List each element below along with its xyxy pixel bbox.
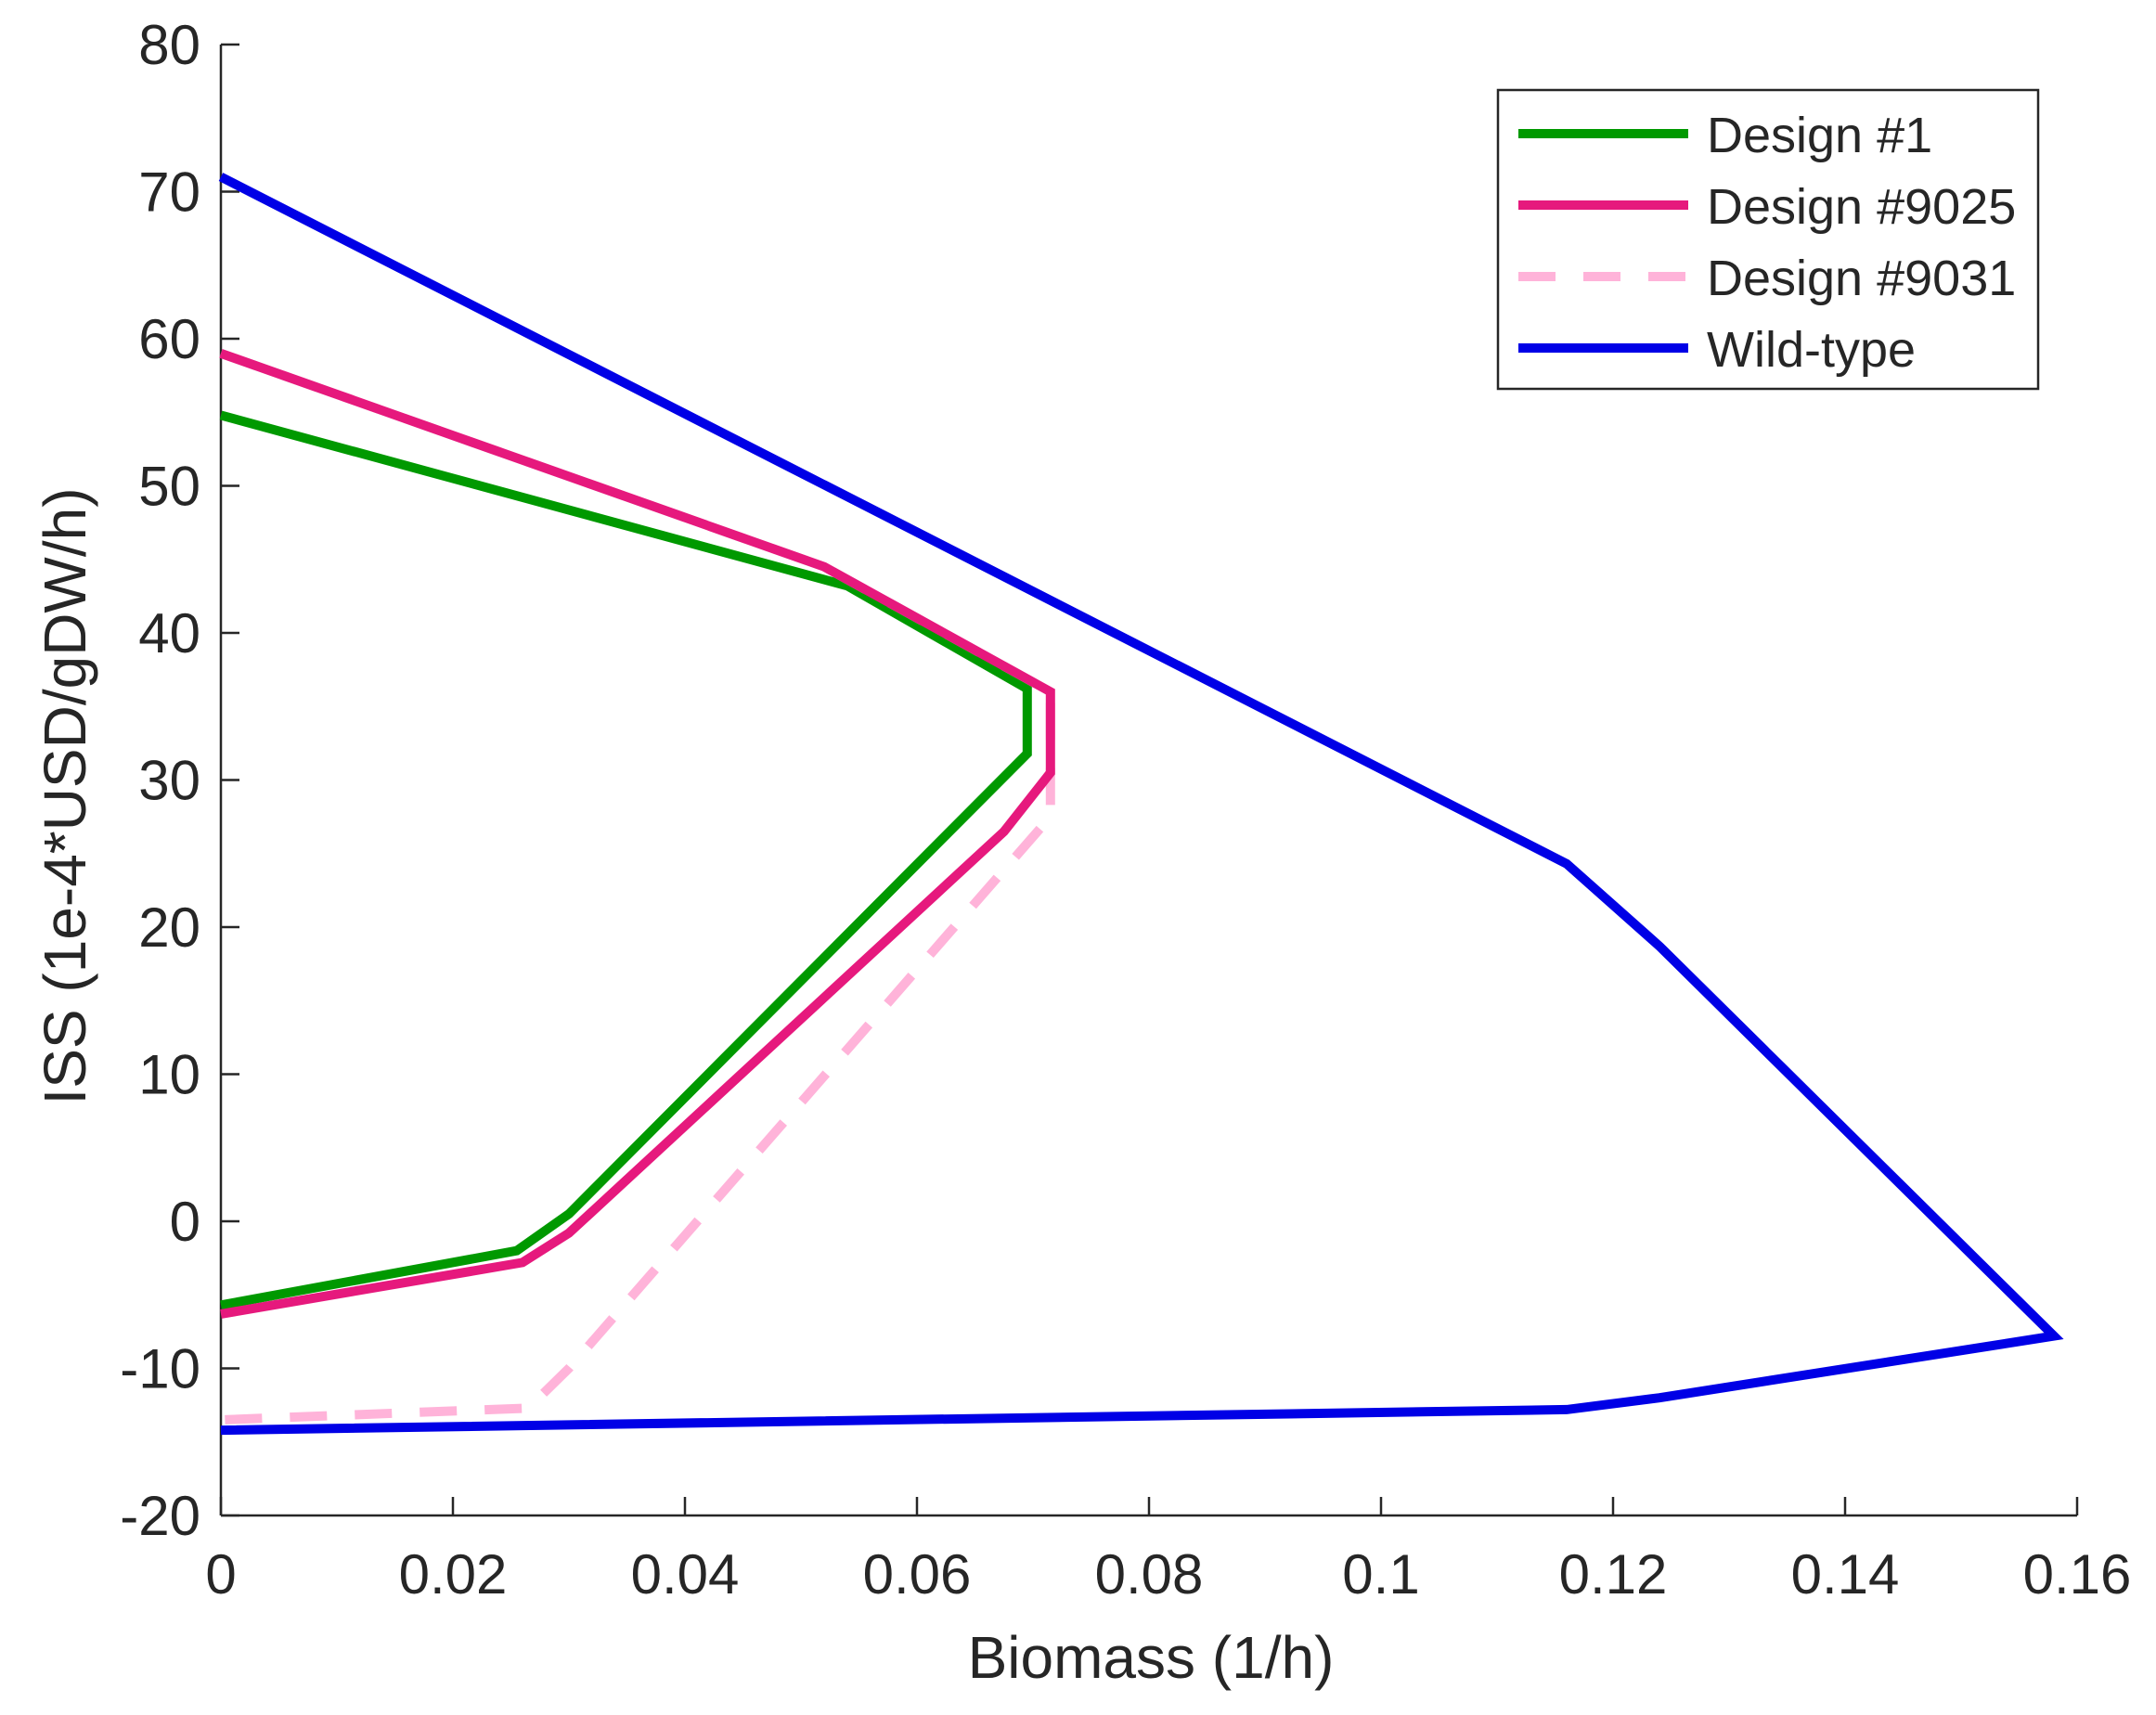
y-tick-label: 60 — [138, 308, 200, 370]
y-tick-label: 40 — [138, 602, 200, 664]
legend-box — [1496, 88, 2040, 391]
x-tick-label: 0.02 — [399, 1543, 508, 1605]
legend-label: Design #1 — [1707, 108, 1932, 163]
x-tick-label: 0.1 — [1342, 1543, 1419, 1605]
series-line-design-9031 — [219, 349, 1055, 1425]
x-tick-label: 0.12 — [1559, 1543, 1668, 1605]
x-tick-label: 0.04 — [631, 1543, 740, 1605]
y-tick-label: -20 — [120, 1485, 200, 1547]
x-axis-title: Biomass (1/h) — [968, 1624, 1335, 1691]
y-tick-label: 20 — [138, 896, 200, 959]
y-tick-label: 80 — [138, 14, 200, 76]
legend-label: Wild-type — [1707, 322, 1916, 378]
legend-label: Design #9031 — [1707, 251, 2016, 306]
y-axis-title: ISS (1e-4*USD/gDW/h) — [32, 487, 98, 1104]
legend: Design #1 Design #9025 Design #9031 Wild-ty… — [1496, 88, 2040, 391]
series-layer — [218, 173, 2064, 1436]
y-tick-label: 70 — [138, 161, 200, 224]
x-tick-label: 0 — [205, 1543, 236, 1605]
series-line-design-9025 — [219, 349, 1055, 1319]
series-line-design-1 — [219, 410, 1032, 1310]
y-tick-label: -10 — [120, 1338, 200, 1400]
x-tick-label: 0.16 — [2023, 1543, 2132, 1605]
y-tick-label: 0 — [170, 1191, 200, 1253]
legend-label: Design #9025 — [1707, 179, 2016, 235]
y-tick-label: 10 — [138, 1044, 200, 1106]
x-tick-label: 0.06 — [863, 1543, 972, 1605]
axes-layer: 0 0.02 0.04 0.06 0.08 0.1 0.12 0.14 0.16 -20 -10 0 1… — [120, 14, 2131, 1605]
series-line-wild-type — [218, 173, 2064, 1436]
x-tick-label: 0.14 — [1791, 1543, 1900, 1605]
y-tick-label: 50 — [138, 456, 200, 518]
y-tick-label: 30 — [138, 750, 200, 812]
x-tick-label: 0.08 — [1095, 1543, 1204, 1605]
